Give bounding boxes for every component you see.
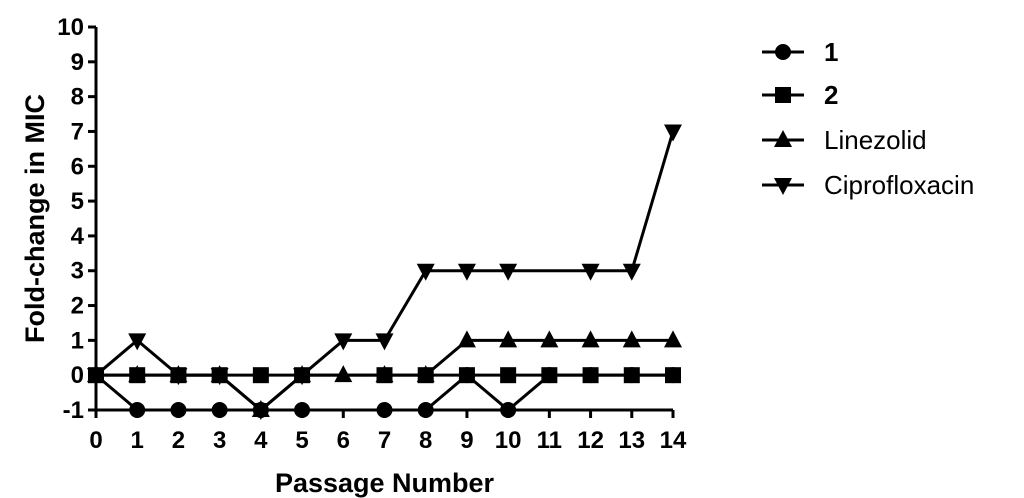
legend-marker [774,130,792,147]
legend: 1 2 Linezolid Ciprofloxacin [762,37,974,200]
data-point [170,402,187,418]
data-point [293,368,312,386]
data-point [129,402,146,418]
data-point [87,368,105,386]
legend-item-1: 1 [762,37,838,67]
data-point [417,402,434,418]
y-tick-label: 10 [57,14,84,41]
data-point [294,402,311,418]
x-tick-label: 12 [577,427,604,454]
data-point [128,333,147,351]
data-point [540,330,559,348]
y-tick-label: 0 [71,362,84,389]
y-tick-label: 8 [71,84,84,111]
y-tick-label: 2 [71,293,84,320]
data-point [416,263,435,281]
data-point [581,263,600,281]
data-point [458,367,475,384]
data-point [416,365,435,383]
data-point [251,403,270,420]
data-point [128,365,147,383]
data-point [581,330,600,348]
y-tick-label: 9 [71,49,84,76]
data-point [500,402,517,418]
data-point [457,263,476,281]
x-tick-label: 1 [131,427,144,454]
legend-marker [774,178,792,195]
data-point [375,365,394,383]
data-point [499,330,518,348]
data-point [665,367,681,384]
x-axis-title: Passage Number [275,468,495,498]
data-point [376,402,393,418]
x-tick-label: 14 [660,427,687,454]
legend-label: 1 [824,37,838,67]
x-tick-label: 11 [537,427,562,454]
data-point [582,367,599,384]
y-tick-label: 7 [71,118,84,145]
x-tick-label: 13 [618,427,645,454]
legend-marker [775,87,791,103]
legend-item-3: Linezolid [762,125,927,155]
y-tick-label: -1 [63,397,84,424]
y-tick-label: 4 [71,223,85,250]
y-tick-label: 1 [71,327,84,354]
y-tick-label: 3 [71,258,84,285]
data-point [211,402,228,418]
data-point [210,368,229,386]
y-tick-label: 5 [71,188,84,215]
x-tick-label: 9 [460,427,473,454]
data-point [541,367,558,384]
x-tick-label: 2 [172,427,185,454]
data-point [252,367,269,384]
data-point [375,333,394,351]
x-tick-label: 0 [89,427,102,454]
data-point [334,365,353,383]
data-point [499,263,518,281]
legend-label: Linezolid [824,125,927,155]
data-point [500,367,517,384]
x-tick-label: 5 [295,427,308,454]
data-point [664,330,682,348]
data-point [169,368,188,386]
series-4 [87,124,682,420]
x-tick-label: 10 [495,427,522,454]
x-tick-label: 7 [378,427,391,454]
data-point [622,330,641,348]
y-axis-title: Fold-change in MIC [20,94,50,343]
legend-label: Ciprofloxacin [824,170,974,200]
legend-item-2: 2 [762,80,838,110]
data-point [664,124,682,142]
y-tick-label: 6 [71,153,84,180]
data-point [622,263,641,281]
data-point [457,330,476,348]
x-tick-label: 3 [213,427,226,454]
series-line [95,131,675,412]
legend-item-4: Ciprofloxacin [762,170,974,200]
legend-marker [775,44,791,60]
data-point [623,367,640,384]
x-tick-label: 4 [254,427,268,454]
series-layer [87,124,682,420]
data-point [334,333,353,351]
x-tick-label: 6 [337,427,350,454]
legend-label: 2 [824,80,838,110]
x-tick-label: 8 [419,427,432,454]
